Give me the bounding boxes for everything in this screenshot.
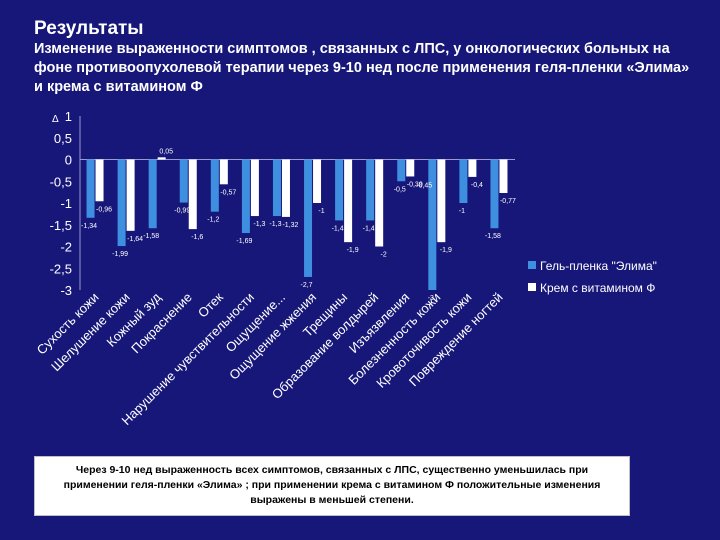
y-axis-label: Δ [52, 114, 59, 125]
y-tick-label: -1 [60, 196, 72, 211]
y-tick-label: -3 [60, 283, 72, 298]
data-label: -1,99 [112, 251, 128, 258]
bar-elima [428, 159, 437, 290]
slide-subtitle: Изменение выраженности симптомов , связа… [34, 41, 690, 95]
y-tick-label: -0,5 [50, 174, 72, 189]
data-label: -1,3 [269, 221, 281, 228]
bar-elima [117, 159, 126, 247]
data-label: -0,5 [394, 186, 406, 193]
slide-title: Результаты [34, 18, 144, 39]
bar-cream [313, 159, 322, 203]
data-label: -0,4 [471, 182, 483, 189]
y-tick-label: 0 [65, 153, 72, 168]
bar-cream [499, 159, 508, 193]
data-label: -0,99 [174, 208, 190, 215]
bar-cream [219, 159, 228, 185]
bar-cream [281, 159, 290, 217]
data-label: -1,34 [81, 223, 97, 230]
bar-cream [375, 159, 384, 247]
data-label: -3 [428, 295, 434, 302]
extra-data-label: -0,45 [416, 182, 432, 189]
y-tick-label: -1,5 [50, 218, 72, 233]
bar-elima [335, 159, 344, 221]
conclusion-box: Через 9-10 нед выраженность всех симптом… [34, 456, 630, 516]
y-tick-label: 0,5 [54, 131, 72, 146]
bar-cream [468, 159, 477, 177]
data-label: -0,77 [500, 198, 516, 205]
data-label: -1,58 [485, 233, 501, 240]
data-label: -1,4 [332, 225, 344, 232]
data-label: -2,7 [301, 282, 313, 289]
conclusion-text: Через 9-10 нед выраженность всех симптом… [63, 464, 601, 506]
data-label: -1,3 [253, 221, 265, 228]
bar-cream [95, 159, 104, 202]
data-label: -1,58 [143, 233, 159, 240]
y-tick-label: 1 [65, 109, 72, 124]
data-label: -1,9 [440, 247, 452, 254]
data-label: -0,57 [220, 189, 236, 196]
data-label: -1 [459, 208, 465, 215]
bar-cream [344, 159, 353, 243]
data-label: -0,96 [96, 206, 112, 213]
data-label: -2 [381, 252, 387, 259]
bar-chart: 10,50-0,5-1-1,5-2-2,5-3Δ-1,34-0,96Сухост… [34, 109, 657, 428]
bar-elima [459, 159, 468, 203]
legend-swatch-elima [528, 261, 536, 269]
legend-label-elima: Гель-пленка "Элима" [540, 259, 657, 273]
bar-elima [397, 159, 406, 182]
bar-elima [304, 159, 313, 277]
data-label: -1,2 [207, 217, 219, 224]
legend-label-cream: Крем с витамином Ф [540, 281, 655, 295]
bar-elima [366, 159, 375, 221]
data-label: -0,39 [407, 181, 423, 188]
bar-elima [148, 159, 157, 229]
bar-cream [437, 159, 446, 243]
data-label: -1,64 [127, 236, 143, 243]
data-label: 0,05 [159, 148, 173, 155]
bar-cream [157, 157, 166, 160]
bar-cream [250, 159, 259, 217]
bar-elima [86, 159, 95, 218]
bar-cream [406, 159, 415, 177]
bar-cream [188, 159, 197, 230]
bar-elima [179, 159, 188, 203]
legend-swatch-cream [528, 283, 536, 291]
y-tick-label: -2 [60, 240, 72, 255]
data-label: -1,4 [363, 225, 375, 232]
y-tick-label: -2,5 [50, 261, 72, 276]
data-label: -1 [318, 208, 324, 215]
bar-cream [126, 159, 135, 231]
bar-elima [210, 159, 219, 212]
data-label: -1,6 [191, 234, 203, 241]
bar-elima [490, 159, 499, 229]
data-label: -1,69 [236, 238, 252, 245]
bar-elima [241, 159, 250, 234]
bar-elima [272, 159, 281, 217]
data-label: -1,32 [282, 222, 298, 229]
data-label: -1,9 [347, 247, 359, 254]
